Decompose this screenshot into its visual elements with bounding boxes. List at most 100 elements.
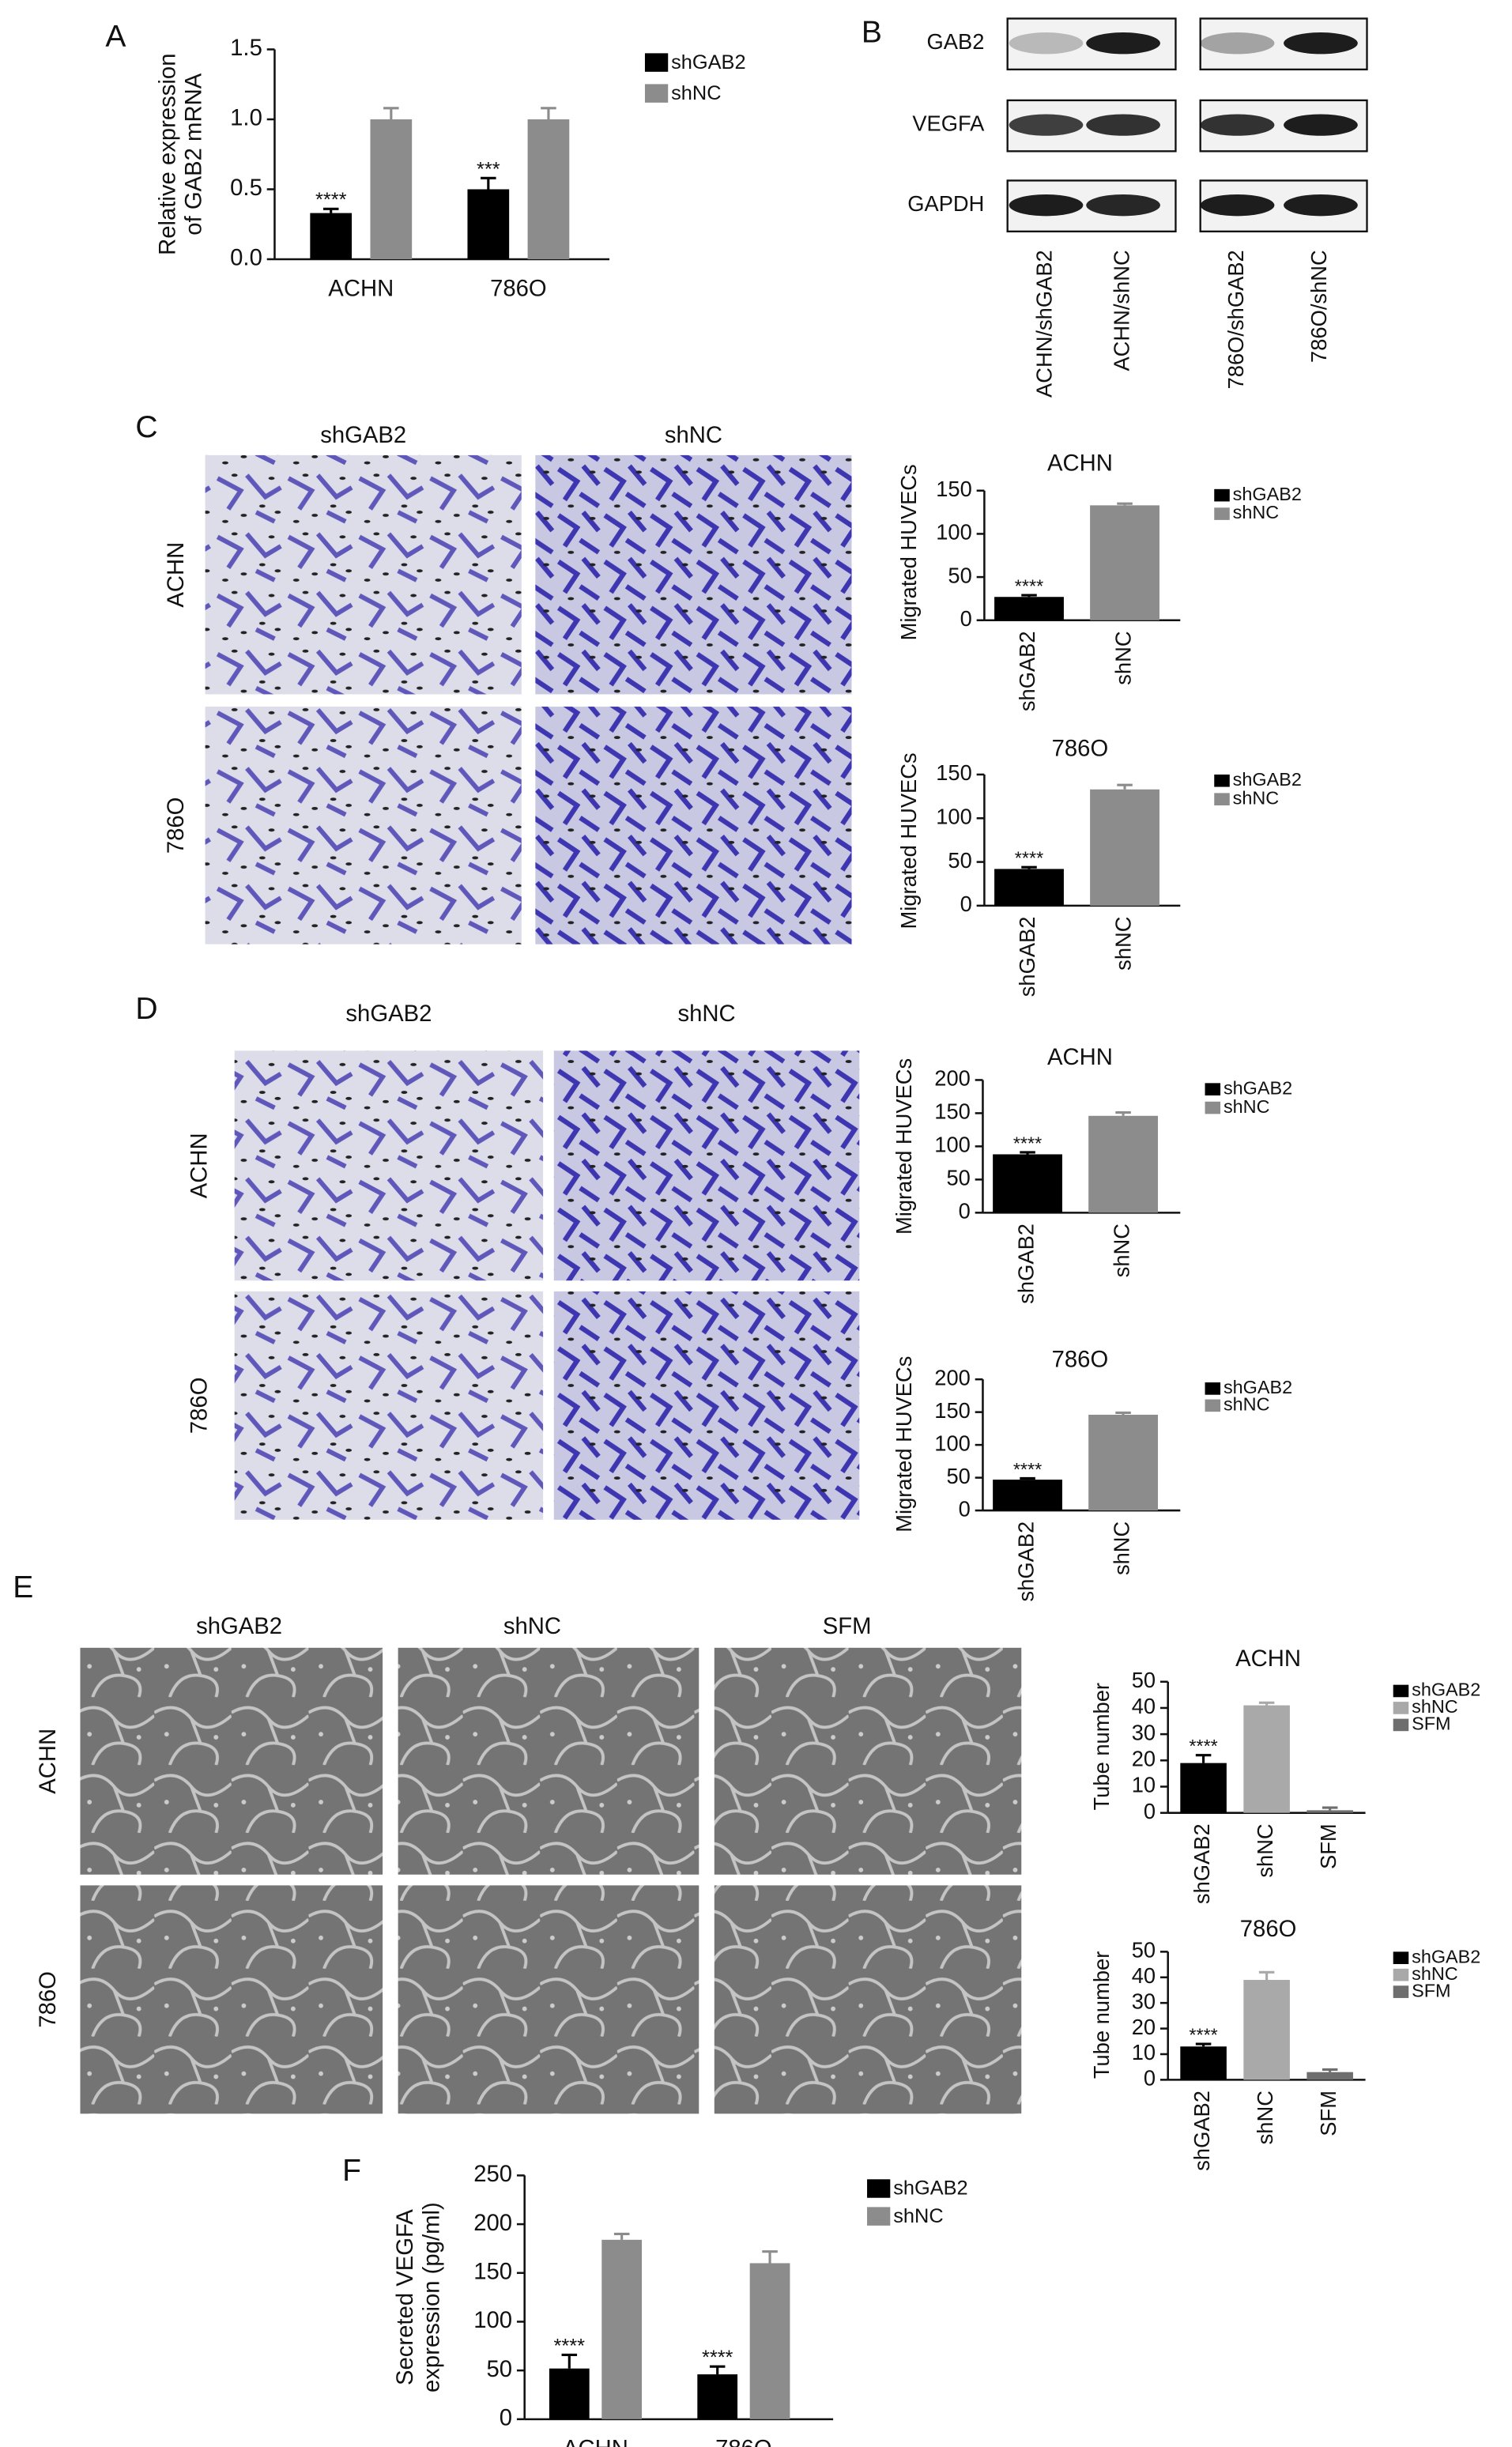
x-tick-label: shGAB2 <box>1190 2091 1214 2171</box>
legend-swatch <box>1393 1684 1409 1698</box>
y-tick-label: 150 <box>936 477 972 501</box>
legend-label: shGAB2 <box>1233 769 1302 790</box>
y-axis-label: Secreted VEGFA <box>392 2209 418 2385</box>
x-tick-label: 786O <box>490 276 547 302</box>
y-tick-label: 100 <box>934 1133 971 1157</box>
significance-label: **** <box>1189 2024 1217 2045</box>
y-tick-label: 30 <box>1132 1720 1156 1744</box>
bar <box>467 189 510 259</box>
legend-label: shNC <box>1224 1394 1270 1415</box>
y-tick-label: 20 <box>1132 1747 1156 1771</box>
blot-band <box>1284 194 1358 217</box>
error-bar <box>1115 1411 1131 1415</box>
column-header: shGAB2 <box>320 422 406 448</box>
legend-swatch <box>644 53 669 72</box>
y-tick-label: 150 <box>473 2259 512 2285</box>
y-tick-label: 0 <box>960 892 972 916</box>
legend-label: shGAB2 <box>1412 1946 1480 1966</box>
micrograph <box>398 1885 699 2114</box>
micrograph <box>234 1050 544 1281</box>
y-tick-label: 40 <box>1132 1963 1156 1988</box>
y-tick-label: 0.5 <box>230 175 262 201</box>
y-tick-label: 100 <box>934 1431 971 1455</box>
legend-swatch <box>1393 1951 1409 1964</box>
blot-band <box>1009 194 1084 217</box>
column-header: shGAB2 <box>196 1613 282 1639</box>
legend-swatch <box>1205 1382 1221 1395</box>
error-bar <box>1195 2042 1212 2047</box>
legend-swatch <box>1393 1985 1409 1998</box>
bar <box>994 869 1064 906</box>
blot-band <box>1009 114 1084 136</box>
error-bar <box>383 107 399 119</box>
error-bar <box>561 2353 578 2369</box>
legend-label: shGAB2 <box>1224 1077 1292 1098</box>
error-bar <box>1195 1754 1212 1763</box>
significance-label: **** <box>1015 848 1043 869</box>
legend-label: shGAB2 <box>671 51 745 74</box>
y-tick-label: 100 <box>936 804 972 828</box>
blot-band <box>1200 114 1275 136</box>
column-header: shNC <box>665 422 722 448</box>
micrograph <box>714 1885 1022 2114</box>
micrograph <box>398 1647 699 1875</box>
legend-swatch <box>1205 1083 1221 1095</box>
y-tick-label: 250 <box>473 2161 512 2187</box>
legend-label: shNC <box>671 82 721 104</box>
chart-title: ACHN <box>1047 1044 1113 1070</box>
significance-label: **** <box>702 2347 733 2369</box>
blot-band <box>1086 32 1160 55</box>
error-bar <box>1322 1806 1338 1811</box>
legend-swatch <box>867 2207 891 2226</box>
y-tick-label: 0 <box>1144 2066 1156 2091</box>
legend-swatch <box>1393 1968 1409 1981</box>
bar <box>549 2368 590 2419</box>
y-tick-label: 0.0 <box>230 245 262 271</box>
legend-swatch <box>867 2179 891 2198</box>
lane-label: 786O/shGAB2 <box>1224 250 1248 389</box>
bar <box>1243 1705 1290 1813</box>
row-label: ACHN <box>35 1729 61 1794</box>
y-tick-label: 0 <box>959 1199 971 1224</box>
bar <box>1307 1810 1353 1813</box>
error-bar <box>541 107 556 119</box>
legend-label: shNC <box>1224 1096 1270 1117</box>
y-tick-label: 20 <box>1132 2015 1156 2039</box>
error-bar <box>1021 594 1037 598</box>
blot-band <box>1200 194 1275 217</box>
y-tick-label: 200 <box>934 1066 971 1091</box>
micrograph <box>80 1647 383 1875</box>
legend-label: shNC <box>1233 787 1280 808</box>
x-tick-label: SFM <box>1316 2091 1340 2136</box>
legend-swatch <box>1214 774 1230 787</box>
micrograph <box>205 707 522 944</box>
row-label: 786O <box>35 1971 61 2028</box>
x-tick-label: shGAB2 <box>1015 631 1039 711</box>
error-bar <box>762 2250 778 2264</box>
y-axis-label: Relative expression <box>154 54 180 255</box>
y-tick-label: 0 <box>1144 1799 1156 1823</box>
bar <box>1180 1763 1227 1813</box>
blot-band <box>1200 32 1275 55</box>
y-tick-label: 50 <box>946 1166 970 1190</box>
significance-label: **** <box>1189 1736 1217 1756</box>
error-bar <box>1322 2068 1338 2072</box>
y-axis-label: Tube number <box>1089 1951 1114 2079</box>
legend-label: shGAB2 <box>893 2177 967 2200</box>
blot-band <box>1086 194 1160 217</box>
error-bar <box>1020 1476 1035 1480</box>
row-label: 786O <box>163 797 189 854</box>
y-axis-label: expression (pg/ml) <box>418 2202 444 2392</box>
x-tick-label: SFM <box>1316 1823 1340 1869</box>
significance-label: **** <box>315 189 347 211</box>
micrograph <box>234 1291 544 1520</box>
column-header: shNC <box>503 1613 561 1639</box>
y-tick-label: 100 <box>936 520 972 545</box>
legend-swatch <box>1214 507 1230 520</box>
y-tick-label: 1.5 <box>230 35 262 61</box>
y-tick-label: 50 <box>1132 1938 1156 1963</box>
bar <box>310 213 353 259</box>
x-tick-label: shNC <box>1253 1823 1277 1877</box>
error-bar <box>1021 865 1037 869</box>
lane-label: ACHN/shNC <box>1109 250 1133 371</box>
